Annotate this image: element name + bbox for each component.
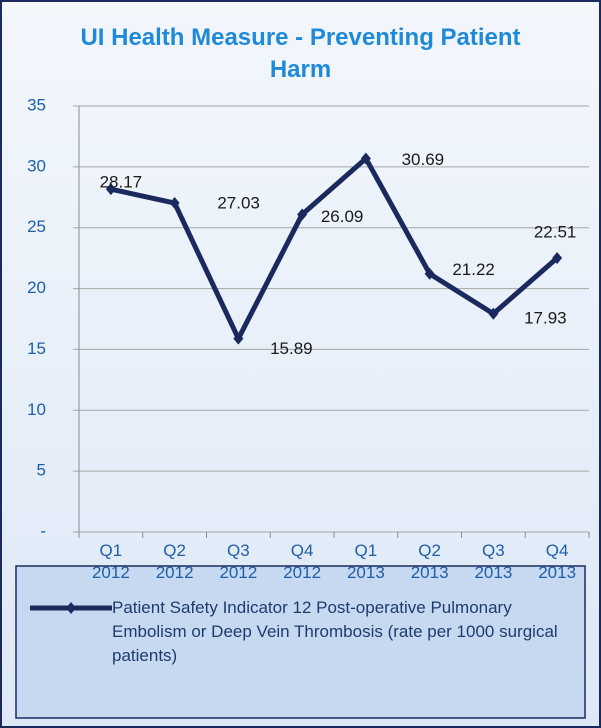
y-tick-label: 20 — [27, 278, 46, 297]
x-tick-label: Q3 2013 — [474, 541, 513, 582]
legend-marker — [66, 602, 76, 614]
x-tick-label: Q1 2012 — [91, 541, 130, 582]
data-label: 27.03 — [217, 193, 260, 212]
series-line — [110, 155, 559, 342]
legend-box — [15, 565, 586, 719]
x-tick-label: Q1 2013 — [346, 541, 385, 582]
y-tick-label: 5 — [37, 461, 46, 480]
x-tick-label: Q2 2013 — [410, 541, 449, 582]
y-tick-label: 10 — [27, 400, 46, 419]
y-tick-label: 35 — [27, 95, 46, 114]
y-tick-label: 25 — [27, 217, 46, 236]
marker — [424, 267, 435, 280]
x-tick-label: Q2 2012 — [155, 541, 194, 582]
data-label: 26.09 — [321, 207, 364, 226]
data-label: 22.51 — [534, 223, 577, 242]
marker — [105, 183, 116, 196]
data-label: 28.17 — [100, 173, 143, 192]
y-tick-label: - — [40, 521, 46, 540]
data-label: 17.93 — [524, 308, 567, 327]
x-tick-label: Q4 2012 — [283, 541, 322, 582]
data-label: 30.69 — [402, 150, 445, 169]
data-label: 15.89 — [270, 339, 313, 358]
data-label: 21.22 — [452, 260, 495, 279]
marker — [552, 252, 563, 265]
y-tick-label: 15 — [27, 339, 46, 358]
legend-label: Patient Safety Indicator 12 Post-operati… — [112, 598, 558, 665]
x-tick-label: Q4 2013 — [538, 541, 577, 582]
marker — [360, 152, 371, 165]
chart-title: UI Health Measure - Preventing Patient H… — [80, 24, 521, 83]
marker — [169, 197, 180, 210]
marker — [297, 208, 308, 221]
marker — [233, 332, 244, 345]
x-tick-label: Q3 2012 — [219, 541, 258, 582]
y-tick-label: 30 — [27, 156, 46, 175]
marker — [488, 307, 499, 320]
